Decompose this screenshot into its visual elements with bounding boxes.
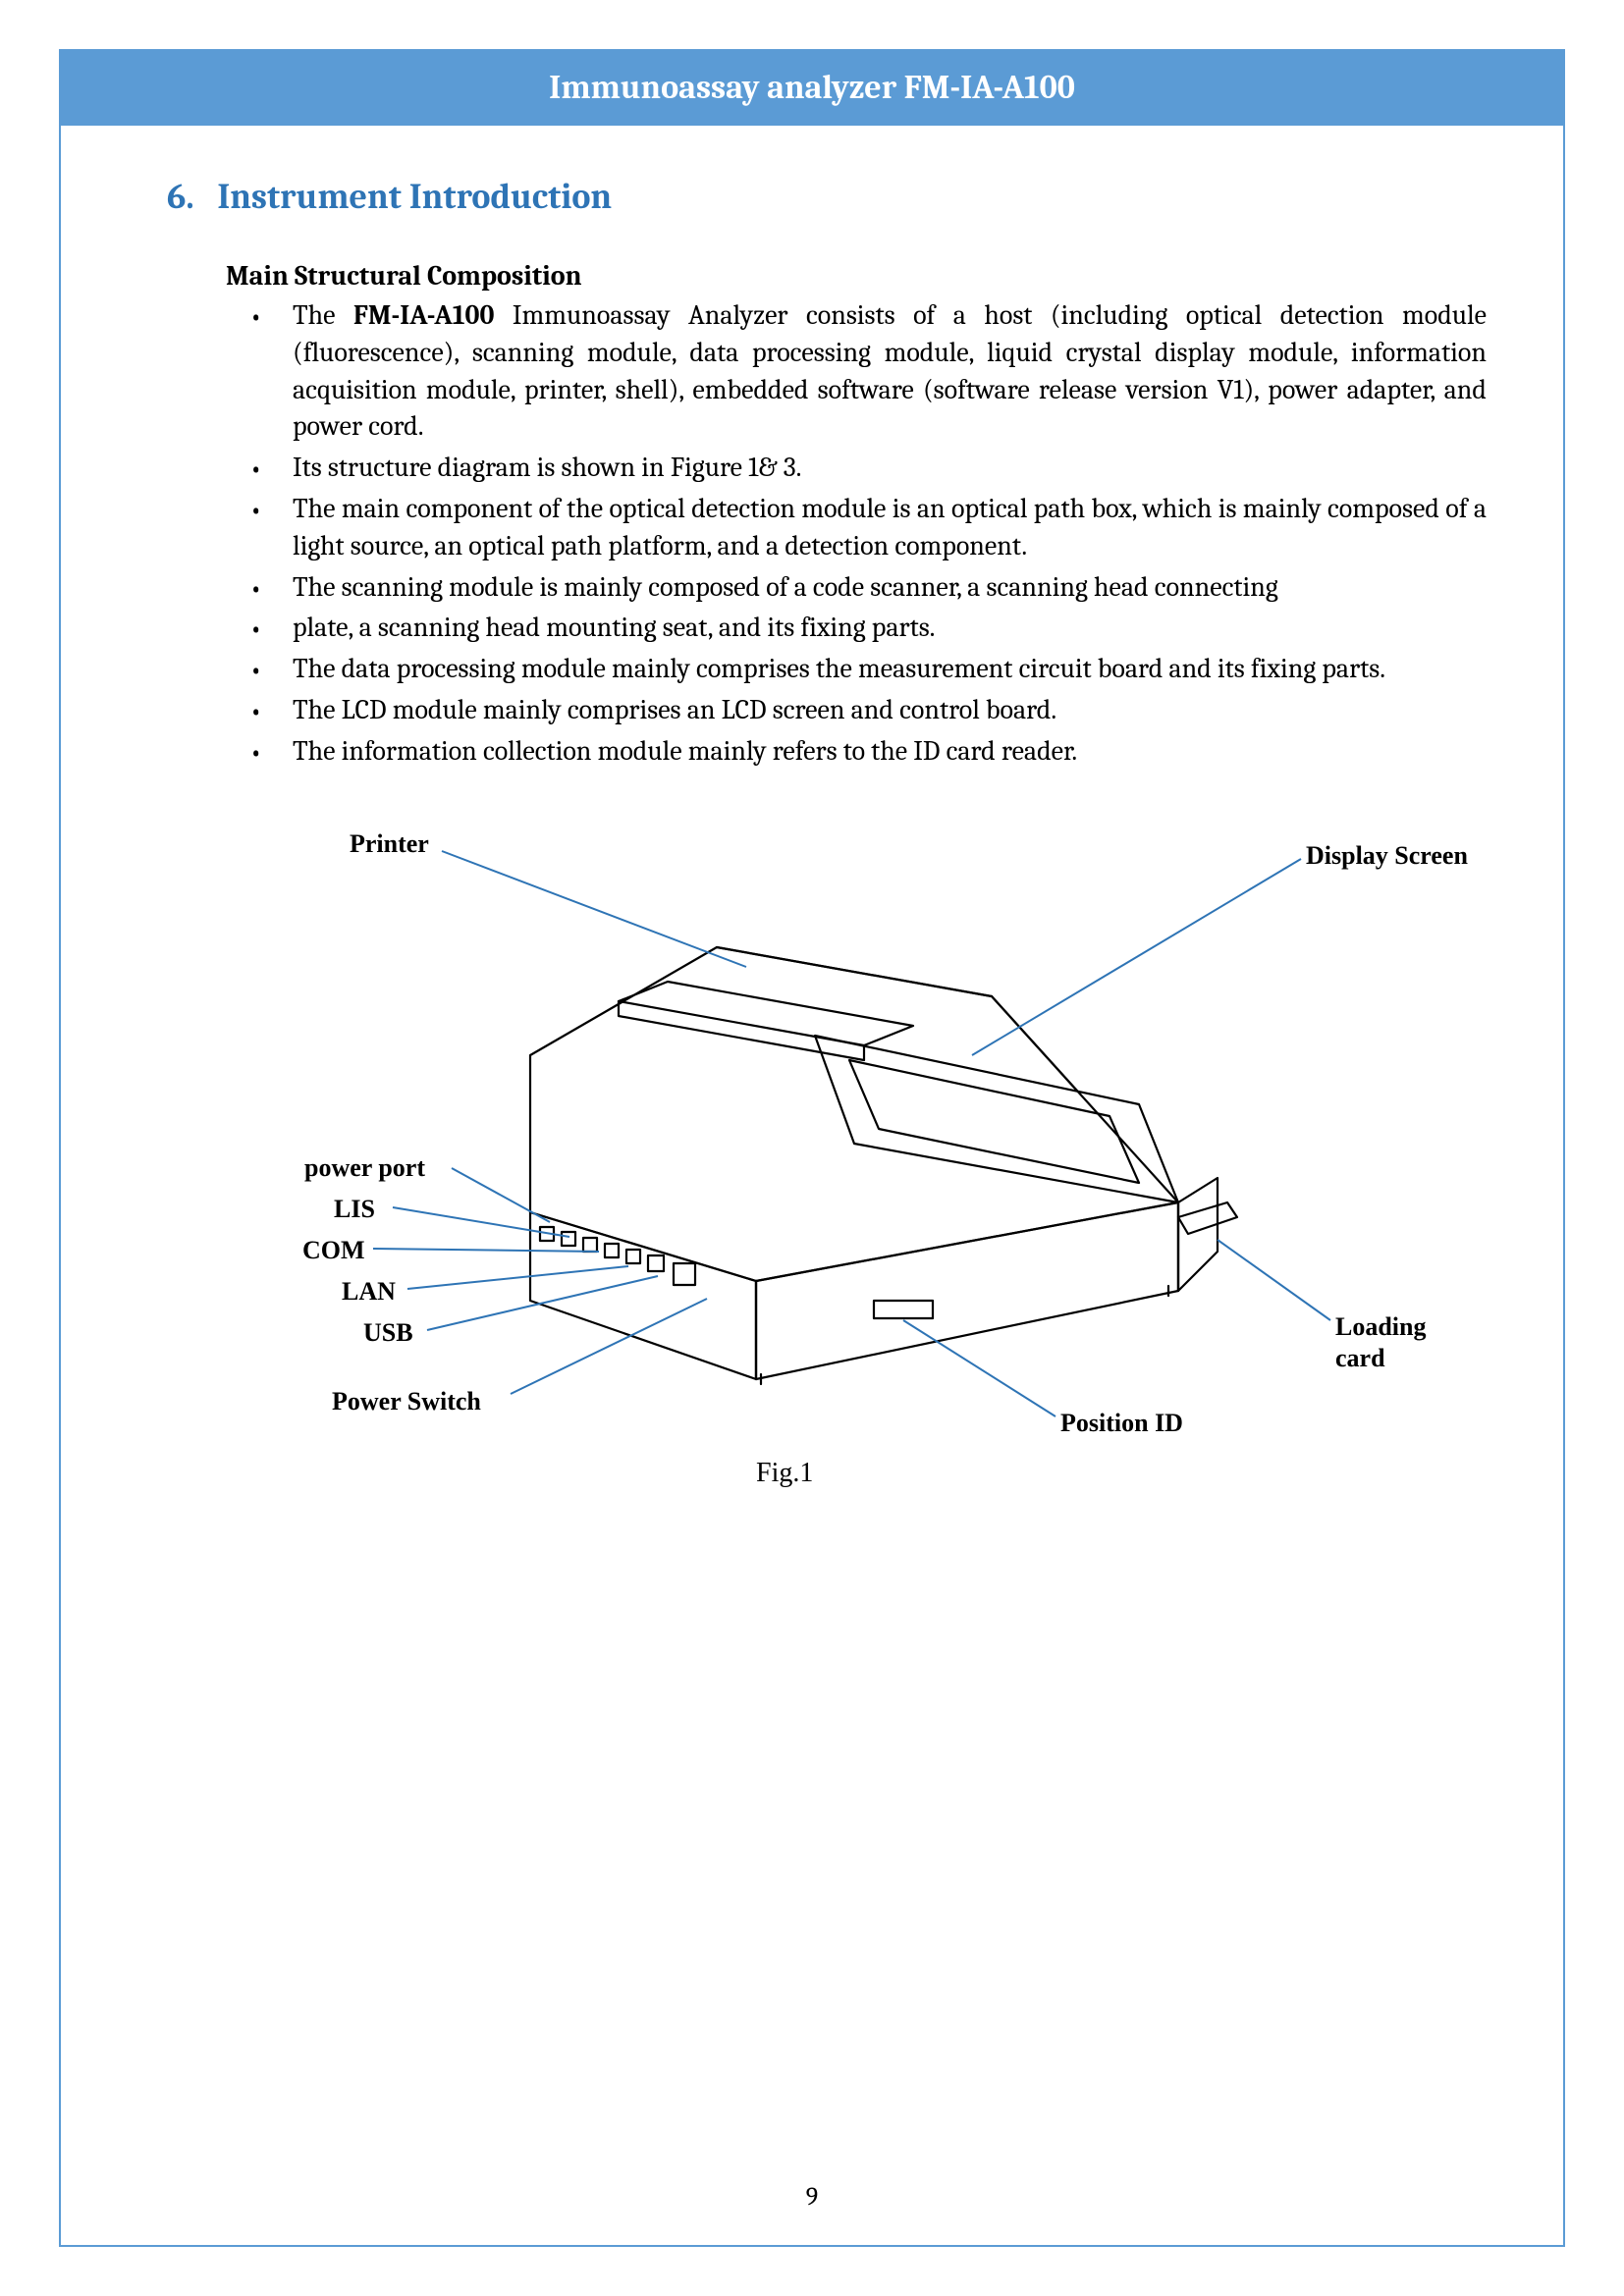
list-item: The main component of the optical detect… [275, 491, 1487, 565]
section-heading: 6. Instrument Introduction [167, 177, 1487, 217]
section-title: Instrument Introduction [217, 177, 612, 217]
section-number: 6. [167, 177, 194, 217]
label-lan: LAN [342, 1277, 396, 1307]
list-item: Its structure diagram is shown in Figure… [275, 450, 1487, 487]
label-loading-card-2: card [1335, 1344, 1385, 1373]
list-item: The data processing module mainly compri… [275, 651, 1487, 688]
label-printer: Printer [350, 829, 429, 859]
content-area: 6. Instrument Introduction Main Structur… [167, 177, 1487, 1575]
label-power-switch: Power Switch [332, 1387, 481, 1416]
label-com: COM [302, 1236, 365, 1265]
label-usb: USB [363, 1318, 413, 1348]
list-item: The scanning module is mainly composed o… [275, 569, 1487, 607]
sub-heading: Main Structural Composition [226, 260, 1487, 292]
bullet-list: The FM-IA-A100 Immunoassay Analyzer cons… [226, 297, 1487, 771]
header-title: Immunoassay analyzer FM-IA-A100 [549, 68, 1075, 107]
label-lis: LIS [334, 1195, 375, 1224]
label-loading-card: Loading [1335, 1312, 1427, 1342]
label-position-id: Position ID [1060, 1409, 1183, 1438]
list-item: The LCD module mainly comprises an LCD s… [275, 692, 1487, 729]
label-power-port: power port [304, 1153, 425, 1183]
list-item: The FM-IA-A100 Immunoassay Analyzer cons… [275, 297, 1487, 446]
label-display-screen: Display Screen [1306, 841, 1468, 871]
device-diagram [226, 829, 1483, 1458]
figure-caption: Fig.1 [756, 1458, 813, 1489]
list-item: plate, a scanning head mounting seat, an… [275, 610, 1487, 647]
list-item: The information collection module mainly… [275, 733, 1487, 771]
page-number: 9 [0, 2182, 1624, 2212]
figure-area: Printer Display Screen power port LIS CO… [226, 829, 1487, 1575]
header-bar: Immunoassay analyzer FM-IA-A100 [59, 49, 1565, 126]
